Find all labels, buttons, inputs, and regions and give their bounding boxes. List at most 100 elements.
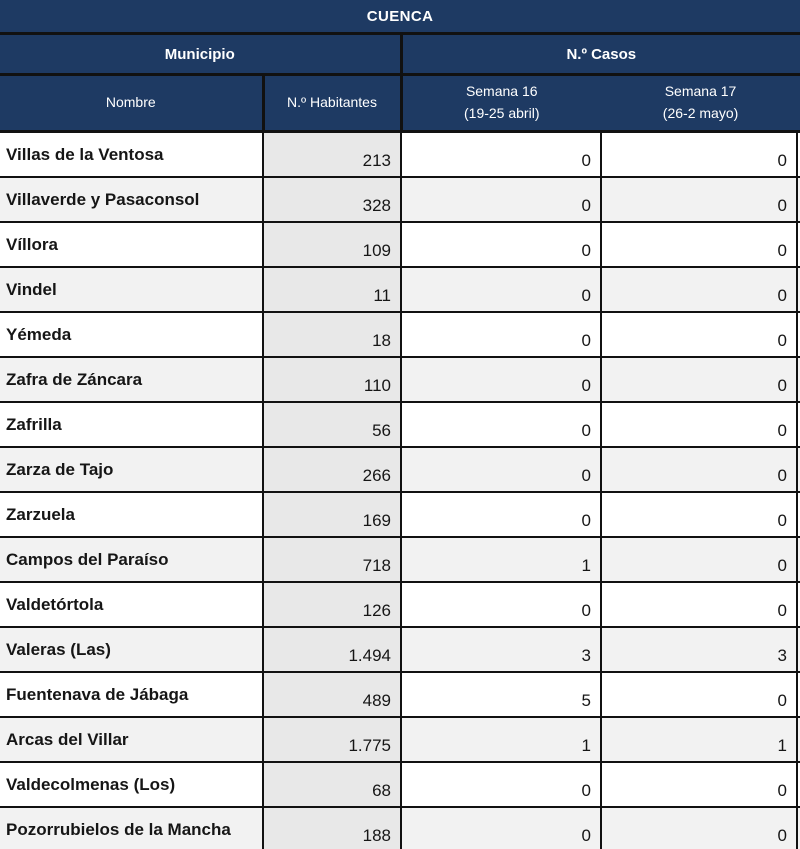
semana17-cases-cell: 0 [601, 402, 798, 448]
cutoff-column-sliver [797, 762, 800, 808]
semana17-cases-cell: 0 [601, 582, 798, 628]
habitantes-cell: 718 [263, 537, 402, 583]
cutoff-column-sliver [797, 312, 800, 358]
habitantes-cell: 188 [263, 807, 402, 849]
municipality-name-cell: Arcas del Villar [0, 717, 264, 763]
habitantes-cell: 68 [263, 762, 402, 808]
semana17-cases-cell: 0 [601, 312, 798, 358]
municipality-name-cell: Villaverde y Pasaconsol [0, 177, 264, 223]
municipality-name-cell: Zarza de Tajo [0, 447, 264, 493]
cutoff-column-sliver [797, 222, 800, 268]
habitantes-cell: 169 [263, 492, 402, 538]
semana16-cases-cell: 1 [401, 717, 602, 763]
semana16-cases-cell: 0 [401, 402, 602, 448]
semana17-cases-cell: 0 [601, 672, 798, 718]
semana17-label: Semana 17 [664, 83, 737, 100]
group-header-row: Municipio N.º Casos [0, 33, 800, 76]
table-row: Villas de la Ventosa 213 0 0 [0, 131, 800, 178]
semana16-cases-cell: 0 [401, 131, 602, 178]
table-row: Pozorrubielos de la Mancha 188 0 0 [0, 807, 800, 849]
table-row: Fuentenava de Jábaga 489 5 0 [0, 672, 800, 718]
cutoff-column-sliver [797, 357, 800, 403]
semana16-cases-cell: 0 [401, 267, 602, 313]
habitantes-cell: 1.494 [263, 627, 402, 673]
column-header-semana16: Semana 16 (19-25 abril) [401, 74, 601, 133]
province-title: CUENCA [0, 0, 800, 35]
cutoff-column-sliver [797, 447, 800, 493]
table-row: Zafra de Záncara 110 0 0 [0, 357, 800, 403]
municipality-name-cell: Valeras (Las) [0, 627, 264, 673]
table-row: Valdecolmenas (Los) 68 0 0 [0, 762, 800, 808]
semana17-cases-cell: 0 [601, 177, 798, 223]
cutoff-column-sliver [797, 267, 800, 313]
table-row: Campos del Paraíso 718 1 0 [0, 537, 800, 583]
semana17-cases-cell: 0 [601, 492, 798, 538]
habitantes-cell: 489 [263, 672, 402, 718]
cutoff-column-sliver [797, 807, 800, 849]
semana17-cases-cell: 3 [601, 627, 798, 673]
municipality-name-cell: Zarzuela [0, 492, 264, 538]
municipality-name-cell: Villas de la Ventosa [0, 131, 264, 178]
semana16-cases-cell: 3 [401, 627, 602, 673]
cutoff-column-sliver [797, 672, 800, 718]
habitantes-cell: 56 [263, 402, 402, 448]
cutoff-column-sliver [797, 717, 800, 763]
table-row: Víllora 109 0 0 [0, 222, 800, 268]
column-header-habitantes: N.º Habitantes [263, 74, 403, 133]
semana17-cases-cell: 0 [601, 537, 798, 583]
semana16-cases-cell: 0 [401, 582, 602, 628]
semana16-cases-cell: 0 [401, 222, 602, 268]
table-header: CUENCA Municipio N.º Casos Nombre N.º Ha… [0, 0, 800, 133]
habitantes-cell: 18 [263, 312, 402, 358]
habitantes-cell: 126 [263, 582, 402, 628]
semana16-cases-cell: 0 [401, 312, 602, 358]
habitantes-cell: 266 [263, 447, 402, 493]
group-header-municipio: Municipio [0, 33, 403, 76]
column-header-row: Nombre N.º Habitantes Semana 16 (19-25 a… [0, 74, 800, 133]
column-header-nombre: Nombre [0, 74, 265, 133]
province-title-row: CUENCA [0, 0, 800, 35]
semana16-cases-cell: 0 [401, 492, 602, 538]
table-row: Vindel 11 0 0 [0, 267, 800, 313]
habitantes-cell: 109 [263, 222, 402, 268]
municipality-name-cell: Zafrilla [0, 402, 264, 448]
cutoff-column-sliver [797, 492, 800, 538]
semana17-cases-cell: 0 [601, 762, 798, 808]
group-header-casos: N.º Casos [401, 33, 800, 76]
semana16-cases-cell: 0 [401, 447, 602, 493]
municipality-name-cell: Vindel [0, 267, 264, 313]
semana16-dates: (19-25 abril) [464, 105, 540, 121]
semana17-cases-cell: 1 [601, 717, 798, 763]
cutoff-column-sliver [797, 131, 800, 178]
semana17-cases-cell: 0 [601, 447, 798, 493]
municipality-name-cell: Fuentenava de Jábaga [0, 672, 264, 718]
table-row: Zafrilla 56 0 0 [0, 402, 800, 448]
cutoff-column-sliver [797, 177, 800, 223]
semana17-cases-cell: 0 [601, 357, 798, 403]
cutoff-column-sliver [797, 627, 800, 673]
habitantes-cell: 213 [263, 131, 402, 178]
semana17-dates: (26-2 mayo) [662, 105, 739, 121]
semana16-label: Semana 16 [465, 83, 538, 100]
semana17-cases-cell: 0 [601, 807, 798, 849]
municipality-name-cell: Zafra de Záncara [0, 357, 264, 403]
cutoff-column-sliver [797, 537, 800, 583]
municipality-name-cell: Valdecolmenas (Los) [0, 762, 264, 808]
cutoff-column-sliver [797, 402, 800, 448]
semana17-cases-cell: 0 [601, 131, 798, 178]
semana17-cases-cell: 0 [601, 267, 798, 313]
cutoff-column-sliver [797, 582, 800, 628]
municipality-name-cell: Campos del Paraíso [0, 537, 264, 583]
habitantes-cell: 328 [263, 177, 402, 223]
municipality-name-cell: Yémeda [0, 312, 264, 358]
semana17-cases-cell: 0 [601, 222, 798, 268]
table-row: Valeras (Las) 1.494 3 3 [0, 627, 800, 673]
semana16-cases-cell: 0 [401, 762, 602, 808]
habitantes-cell: 11 [263, 267, 402, 313]
municipality-name-cell: Pozorrubielos de la Mancha [0, 807, 264, 849]
semana16-cases-cell: 5 [401, 672, 602, 718]
table-row: Yémeda 18 0 0 [0, 312, 800, 358]
municipality-name-cell: Víllora [0, 222, 264, 268]
